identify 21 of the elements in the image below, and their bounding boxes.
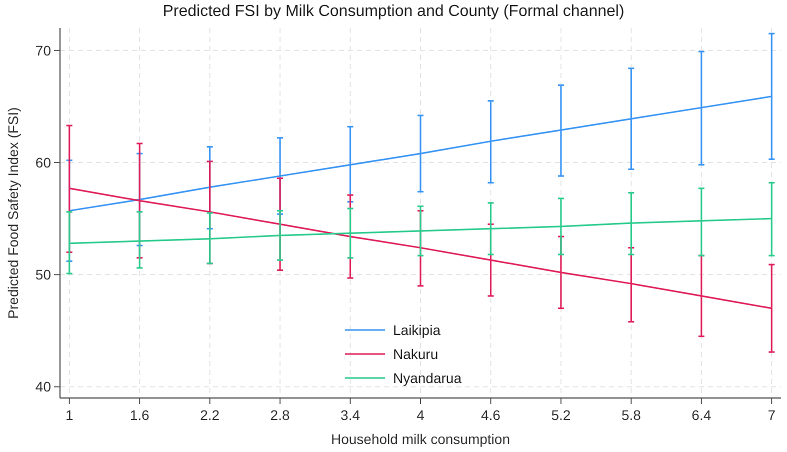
x-tick-label: 4 bbox=[416, 407, 425, 423]
x-tick-label: 3.4 bbox=[340, 407, 360, 423]
legend-label: Nakuru bbox=[393, 346, 438, 362]
y-axis-title: Predicted Food Safety Index (FSI) bbox=[5, 107, 21, 319]
x-tick-label: 1.6 bbox=[130, 407, 150, 423]
x-tick-label: 7 bbox=[768, 407, 776, 423]
x-tick-label: 6.4 bbox=[692, 407, 712, 423]
chart-title: Predicted FSI by Milk Consumption and County (Formal channel) bbox=[162, 3, 624, 20]
x-tick-label: 5.8 bbox=[621, 407, 642, 423]
x-tick-label: 4.6 bbox=[480, 407, 501, 423]
legend-label: Laikipia bbox=[393, 322, 441, 338]
y-tick-label: 50 bbox=[35, 266, 52, 283]
x-tick-label: 2.2 bbox=[200, 407, 220, 423]
legend-label: Nyandarua bbox=[393, 370, 462, 386]
y-tick-label: 60 bbox=[35, 154, 52, 170]
y-tick-label: 40 bbox=[35, 378, 52, 395]
x-tick-label: 5.2 bbox=[551, 407, 571, 423]
x-tick-label: 1 bbox=[65, 407, 74, 423]
x-tick-label: 2.8 bbox=[270, 407, 290, 423]
y-tick-label: 70 bbox=[35, 42, 52, 58]
x-axis-title: Household milk consumption bbox=[331, 431, 510, 447]
